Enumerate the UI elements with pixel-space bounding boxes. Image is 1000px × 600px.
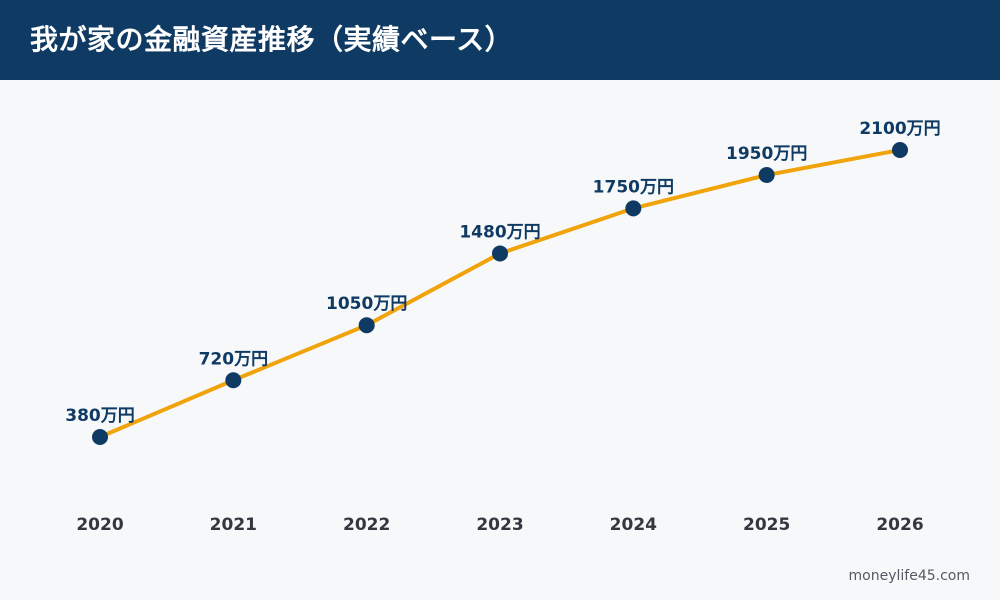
site-credit: moneylife45.com: [848, 568, 970, 584]
data-point-2026: [892, 142, 908, 158]
header-bar: [0, 0, 1000, 80]
data-point-2022: [358, 317, 375, 334]
data-point-2024: [625, 200, 642, 217]
x-tick-label-2024: 2024: [610, 515, 657, 535]
x-tick-label-2025: 2025: [743, 515, 790, 535]
x-tick-label-2023: 2023: [476, 515, 523, 535]
data-label-2025: 1950万円: [726, 144, 807, 164]
x-tick-label-2020: 2020: [76, 515, 123, 535]
x-tick-label-2026: 2026: [876, 515, 923, 535]
data-point-2025: [758, 167, 775, 184]
data-label-2024: 1750万円: [593, 177, 674, 197]
data-point-2023: [492, 245, 508, 262]
x-tick-label-2021: 2021: [210, 515, 257, 535]
chart-title: 我が家の金融資産推移（実績ベース）: [30, 23, 514, 56]
data-label-2022: 1050万円: [326, 294, 407, 314]
data-point-2021: [225, 372, 242, 389]
x-tick-label-2022: 2022: [343, 515, 390, 535]
data-label-2021: 720万円: [199, 349, 269, 369]
data-label-2020: 380万円: [65, 406, 135, 426]
series-line: [99, 148, 901, 439]
data-point-2020: [92, 429, 108, 445]
data-label-2026: 2100万円: [859, 119, 940, 139]
data-label-2023: 1480万円: [459, 222, 540, 242]
